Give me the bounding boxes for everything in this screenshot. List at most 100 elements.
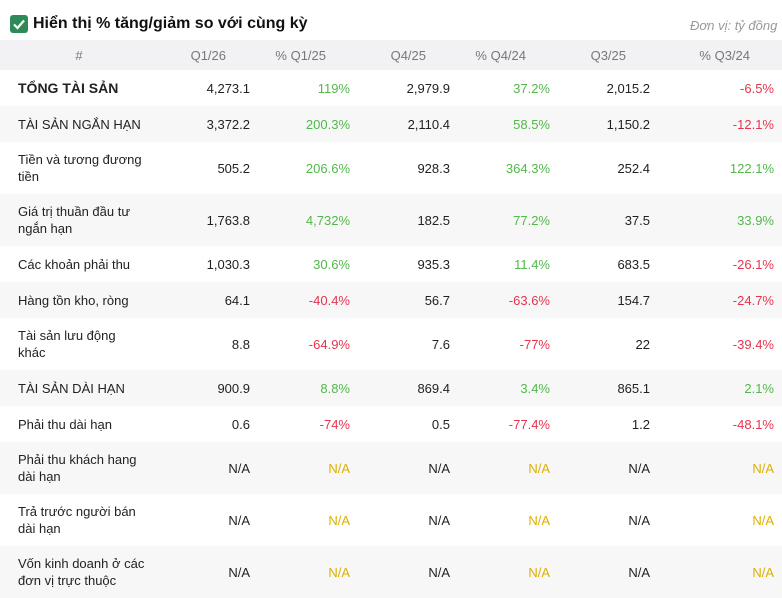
cell: N/A [228,512,250,528]
table-row: Vốn kinh doanh ở các đơn vị trực thuộc N/… [0,546,782,598]
cell: 2,110.4 [407,116,450,132]
cell: 182.5 [417,212,450,228]
cell: N/A [528,460,550,476]
column-header: Q4/25 [358,40,458,70]
cell: 3.4% [520,380,550,396]
data-table: # Q1/26% Q1/25 Q4/25% Q4/24 Q3/25% Q3/24 TỔ… [0,40,782,598]
table-row: Phải thu dài hạn 0.6 -74% 0.5 -77.4% 1.2 -48.1… [0,406,782,442]
row-label: Tài sản lưu động khác [18,328,116,360]
cell: 505.2 [217,160,250,176]
toggle-label[interactable]: Hiển thị % tăng/giảm so với cùng kỳ [33,15,308,32]
cell: -74% [319,416,350,432]
cell: N/A [328,512,350,528]
table-row: Trả trước người bán dài hạn N/A N/A N/A N/A N… [0,494,782,546]
cell: N/A [628,460,650,476]
toolbar: Hiển thị % tăng/giảm so với cùng kỳ Đơn … [0,0,782,40]
cell: N/A [428,512,450,528]
table-row: Hàng tồn kho, ròng 64.1 -40.4% 56.7 -63.6% 15… [0,282,782,318]
table-row: Tiền và tương đương tiền 505.2 206.6% 928.3… [0,142,782,194]
row-label: TÀI SẢN DÀI HẠN [18,380,125,396]
cell: 64.1 [224,292,250,308]
cell: N/A [228,460,250,476]
column-header: Q3/25 [558,40,658,70]
cell: 683.5 [617,256,650,272]
cell: 0.5 [431,416,450,432]
column-header: # [0,40,158,70]
cell: 869.4 [417,380,450,396]
cell: 37.2% [513,80,550,96]
cell: 1.2 [631,416,650,432]
column-header: % Q4/24 [458,40,558,70]
cell: N/A [428,460,450,476]
cell: 252.4 [617,160,650,176]
cell: 56.7 [424,292,450,308]
cell: 200.3% [305,116,350,132]
cell: 119% [317,80,350,96]
cell: 1,150.2 [606,116,650,132]
cell: -64.9% [308,336,350,352]
cell: N/A [228,564,250,580]
cell: 4,732% [305,212,350,228]
cell: -48.1% [732,416,774,432]
cell: N/A [328,460,350,476]
table-row: Phải thu khách hang dài hạn N/A N/A N/A N/A N… [0,442,782,494]
cell: 8.8 [231,336,250,352]
table-row: TÀI SẢN NGẮN HẠN 3,372.2 200.3% 2,110.4 58.5… [0,106,782,142]
table-row: TỔNG TÀI SẢN 4,273.1 119% 2,979.9 37.2% 2,015… [0,70,782,106]
cell: 77.2% [513,212,550,228]
cell: 928.3 [417,160,450,176]
cell: 3,372.2 [206,116,250,132]
cell: 900.9 [217,380,250,396]
cell: -77% [519,336,550,352]
cell: N/A [328,564,350,580]
cell: 154.7 [617,292,650,308]
cell: N/A [528,564,550,580]
cell: -40.4% [308,292,350,308]
row-label: Phải thu khách hang dài hạn [18,452,137,484]
row-label: Vốn kinh doanh ở các đơn vị trực thuộc [18,556,145,588]
cell: 2,015.2 [606,80,650,96]
cell: -12.1% [732,116,774,132]
cell: 1,763.8 [206,212,250,228]
cell: 7.6 [431,336,450,352]
cell: N/A [752,512,774,528]
cell: 22 [635,336,650,352]
table-row: Tài sản lưu động khác 8.8 -64.9% 7.6 -77% 22 -… [0,318,782,370]
cell: -26.1% [732,256,774,272]
cell: N/A [428,564,450,580]
row-label: Các khoản phải thu [18,256,131,272]
cell: 364.3% [505,160,550,176]
cell: -77.4% [508,416,550,432]
cell: 33.9% [737,212,774,228]
row-label: Hàng tồn kho, ròng [18,292,129,308]
cell: 30.6% [313,256,350,272]
cell: 11.4% [514,256,550,272]
cell: 2.1% [744,380,774,396]
column-header: Q1/26 [158,40,258,70]
checkbox[interactable] [10,15,28,33]
cell: 865.1 [617,380,650,396]
row-label: TỔNG TÀI SẢN [18,79,119,96]
cell: -24.7% [732,292,774,308]
unit-note: Đơn vị: tỷ đồng [690,18,778,33]
table-row: TÀI SẢN DÀI HẠN 900.9 8.8% 869.4 3.4% 865.1 2.… [0,370,782,406]
row-label: TÀI SẢN NGẮN HẠN [18,116,141,132]
cell: N/A [628,512,650,528]
cell: N/A [628,564,650,580]
cell: 206.6% [305,160,350,176]
table-body: TỔNG TÀI SẢN 4,273.1 119% 2,979.9 37.2% 2,015… [0,70,782,598]
row-label: Trả trước người bán dài hạn [18,504,136,536]
cell: 122.1% [729,160,774,176]
cell: N/A [752,460,774,476]
cell: 4,273.1 [206,80,250,96]
header-row: # Q1/26% Q1/25 Q4/25% Q4/24 Q3/25% Q3/24 [0,40,782,70]
row-label: Tiền và tương đương tiền [18,152,142,184]
cell: -6.5% [740,80,774,96]
cell: N/A [528,512,550,528]
cell: 935.3 [417,256,450,272]
cell: 37.5 [624,212,650,228]
column-header: % Q3/24 [658,40,782,70]
cell: N/A [752,564,774,580]
cell: 8.8% [320,380,350,396]
